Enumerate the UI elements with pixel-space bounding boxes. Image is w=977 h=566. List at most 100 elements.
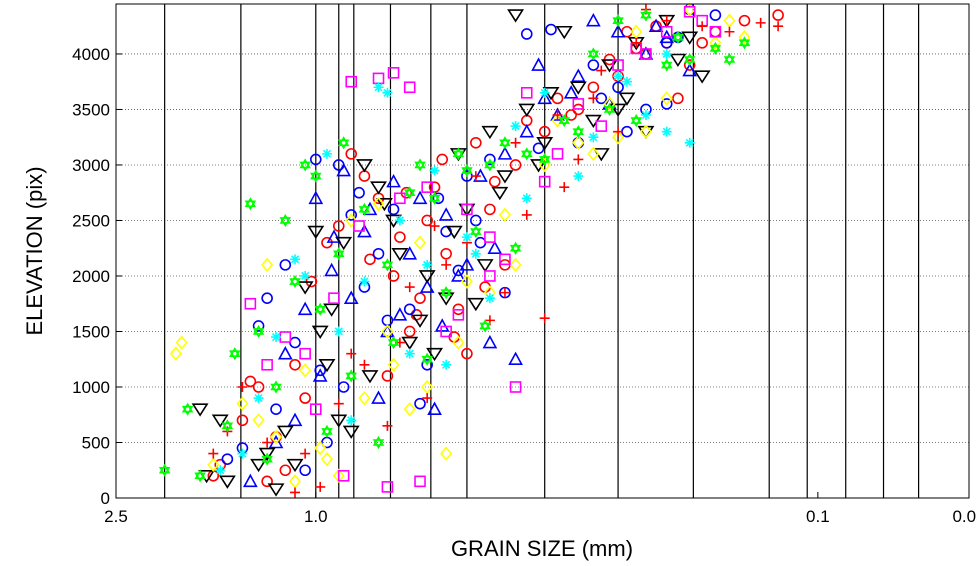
star-triangle bbox=[572, 125, 585, 135]
data-point-square bbox=[345, 75, 358, 88]
data-point-triangle-down bbox=[361, 370, 379, 384]
data-point-asterisk bbox=[404, 348, 415, 359]
data-point-diamond bbox=[261, 257, 274, 273]
data-point-star bbox=[261, 452, 273, 466]
star-triangle bbox=[538, 156, 551, 167]
data-point-triangle-down bbox=[491, 186, 509, 201]
data-point-square bbox=[499, 253, 511, 266]
data-point-diamond bbox=[314, 440, 327, 456]
data-point-triangle-up bbox=[277, 346, 293, 360]
data-point-circle bbox=[672, 92, 684, 105]
star-triangle bbox=[345, 369, 357, 380]
data-point-triangle-down bbox=[267, 483, 285, 497]
data-point-diamond bbox=[738, 30, 751, 45]
star-triangle bbox=[723, 52, 736, 63]
data-point-diamond bbox=[207, 457, 220, 472]
data-point-square bbox=[709, 25, 722, 38]
data-point-circle bbox=[683, 59, 696, 71]
data-point-plus bbox=[300, 448, 311, 459]
star-triangle bbox=[479, 319, 491, 330]
data-point-star bbox=[723, 52, 736, 67]
data-point-triangle-down bbox=[191, 403, 209, 417]
data-point-circle bbox=[261, 292, 273, 304]
data-point-star bbox=[310, 169, 322, 183]
data-point-star bbox=[314, 302, 326, 316]
data-point-diamond bbox=[639, 124, 652, 139]
data-point-star bbox=[484, 158, 496, 172]
data-point-circle bbox=[279, 259, 292, 271]
data-point-square bbox=[387, 67, 400, 79]
star-triangle bbox=[270, 380, 282, 391]
data-point-diamond bbox=[538, 157, 551, 173]
data-point-plus bbox=[510, 137, 521, 148]
data-point-triangle-up bbox=[570, 68, 586, 82]
data-point-triangle-up bbox=[427, 401, 442, 415]
star-triangle bbox=[660, 58, 673, 69]
star-triangle bbox=[709, 45, 722, 55]
data-point-asterisk bbox=[394, 215, 405, 226]
data-point-triangle-down bbox=[258, 447, 276, 462]
data-point-circle bbox=[381, 370, 394, 382]
data-point-triangle-down bbox=[536, 136, 554, 151]
x-tick-label: 0.1 bbox=[806, 507, 830, 526]
data-point-diamond bbox=[358, 390, 371, 406]
data-point-diamond bbox=[421, 379, 434, 395]
data-point-asterisk bbox=[484, 293, 495, 304]
star-triangle bbox=[158, 463, 171, 474]
data-point-asterisk bbox=[429, 165, 440, 176]
data-point-diamond bbox=[236, 396, 249, 411]
star-triangle bbox=[440, 289, 452, 300]
data-point-circle bbox=[421, 358, 433, 371]
star-triangle bbox=[499, 139, 511, 150]
data-point-triangle-down bbox=[411, 314, 429, 328]
data-point-diamond bbox=[630, 24, 643, 40]
data-point-square bbox=[461, 203, 473, 216]
data-point-circle bbox=[436, 153, 449, 166]
data-point-star bbox=[194, 469, 206, 483]
data-point-circle bbox=[612, 81, 624, 94]
data-point-triangle-up bbox=[324, 262, 339, 277]
y-tick-label: 1000 bbox=[72, 378, 110, 397]
data-point-star bbox=[421, 352, 433, 366]
data-point-triangle-up bbox=[343, 290, 359, 304]
data-point-diamond bbox=[288, 474, 302, 489]
data-point-triangle-up bbox=[586, 12, 601, 27]
star-triangle bbox=[289, 274, 301, 285]
star-triangle bbox=[484, 161, 496, 172]
data-point-plus bbox=[773, 21, 784, 32]
star-triangle bbox=[381, 261, 394, 272]
star-triangle bbox=[558, 113, 570, 124]
star-triangle bbox=[337, 139, 350, 150]
data-point-diamond bbox=[299, 363, 312, 378]
data-point-triangle-up bbox=[419, 279, 435, 293]
plot-background bbox=[116, 4, 969, 498]
star-triangle bbox=[321, 428, 333, 438]
y-tick-label: 1500 bbox=[72, 322, 110, 341]
star-triangle bbox=[289, 278, 301, 289]
data-point-circle bbox=[660, 98, 673, 110]
star-triangle bbox=[499, 136, 511, 147]
data-point-triangle-up bbox=[287, 412, 303, 427]
data-point-triangle-up bbox=[326, 229, 342, 243]
y-axis-title: ELEVATION (pix) bbox=[22, 166, 47, 335]
data-point-triangle-down bbox=[375, 198, 393, 212]
star-triangle bbox=[252, 324, 265, 335]
data-point-triangle-down bbox=[355, 159, 373, 173]
data-point-square bbox=[421, 181, 433, 193]
data-point-plus bbox=[422, 393, 433, 404]
data-point-triangle-up bbox=[519, 123, 535, 138]
data-point-plus bbox=[755, 17, 766, 28]
data-point-star bbox=[279, 213, 292, 228]
data-point-circle bbox=[387, 270, 400, 282]
data-point-triangle-down bbox=[669, 53, 687, 67]
data-point-circle bbox=[484, 153, 496, 166]
data-point-star bbox=[572, 125, 585, 139]
star-triangle bbox=[403, 186, 416, 197]
data-point-star bbox=[358, 202, 371, 216]
data-point-asterisk bbox=[573, 171, 584, 182]
data-point-circle bbox=[587, 81, 600, 94]
data-point-star bbox=[414, 158, 426, 172]
data-point-circle bbox=[244, 375, 257, 388]
data-point-asterisk bbox=[613, 71, 624, 82]
data-point-plus bbox=[724, 26, 735, 37]
